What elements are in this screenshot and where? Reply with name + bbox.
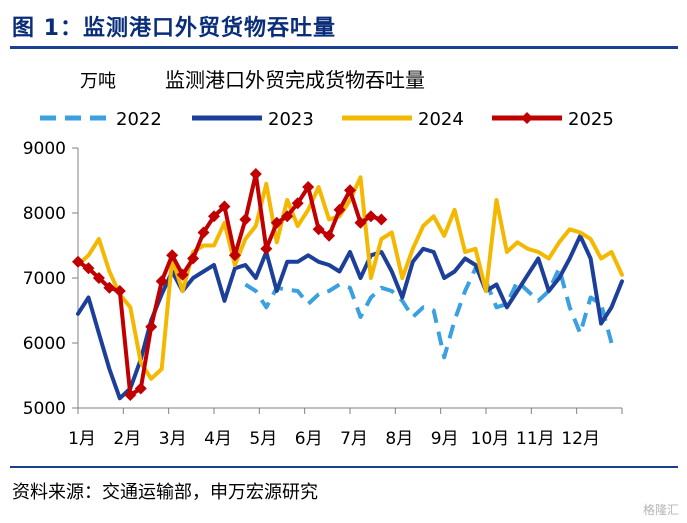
- data-point-2025: [103, 281, 116, 294]
- unit-label: 万吨: [80, 71, 116, 92]
- data-point-2025: [323, 229, 336, 242]
- series-layer: [72, 168, 624, 401]
- data-point-2025: [281, 210, 294, 223]
- legend-label-2025: 2025: [568, 109, 614, 130]
- data-point-2025: [312, 223, 325, 236]
- x-tick-label: 9月: [431, 429, 459, 449]
- x-tick-label: 1月: [68, 429, 96, 449]
- chart-title: 监测港口外贸完成货物吞吐量: [165, 68, 425, 92]
- data-point-2025: [72, 255, 84, 268]
- title-rule: [10, 46, 678, 49]
- data-point-2025: [333, 203, 346, 216]
- data-point-2025: [155, 275, 168, 288]
- y-tick-label: 9000: [23, 139, 66, 159]
- y-tick-label: 6000: [23, 334, 66, 354]
- legend-label-2022: 2022: [116, 109, 162, 130]
- series-line-2024: [76, 175, 624, 381]
- series-line-2025: [76, 172, 384, 397]
- x-tick-label: 3月: [159, 429, 187, 449]
- source-rule: [10, 466, 678, 468]
- x-tick-label: 7月: [340, 429, 368, 449]
- data-point-2025: [260, 242, 273, 255]
- x-tick-label: 8月: [385, 429, 413, 449]
- y-tick-label: 8000: [23, 204, 66, 224]
- data-point-2025: [145, 320, 158, 333]
- source-note: 资料来源：交通运输部，申万宏源研究: [12, 482, 318, 503]
- legend-marker-2025: [521, 112, 533, 124]
- legend: 2022 2023 2024 2025: [40, 109, 614, 130]
- data-point-2025: [134, 382, 147, 395]
- data-point-2025: [166, 249, 179, 262]
- x-tick-label: 4月: [204, 429, 232, 449]
- data-point-2025: [228, 249, 241, 262]
- data-point-2025: [124, 389, 137, 401]
- y-tick-label: 7000: [23, 269, 66, 289]
- data-point-2025: [302, 181, 315, 193]
- data-point-2025: [270, 216, 283, 229]
- chart: 万吨 监测港口外贸完成货物吞吐量 2022 2023 2024 2025 5000 60…: [23, 68, 624, 449]
- watermark: 格隆汇: [642, 503, 679, 517]
- data-point-2025: [344, 184, 356, 197]
- data-point-2025: [218, 200, 231, 213]
- data-point-2025: [364, 210, 377, 223]
- data-point-2025: [375, 213, 388, 226]
- data-point-2025: [239, 213, 252, 226]
- x-tick-label: 6月: [295, 429, 323, 449]
- x-tick-label: 5月: [249, 429, 277, 449]
- data-point-2025: [113, 285, 126, 297]
- x-tick-label: 10月: [471, 429, 510, 449]
- figure-title: 图 1：监测港口外贸货物吞吐量: [12, 16, 336, 41]
- data-point-2025: [92, 272, 105, 284]
- data-point-2025: [176, 268, 189, 281]
- data-point-2025: [187, 252, 200, 265]
- data-point-2025: [208, 210, 220, 223]
- legend-label-2024: 2024: [418, 109, 464, 130]
- data-point-2025: [197, 226, 210, 239]
- data-point-2025: [354, 216, 367, 229]
- data-point-2025: [82, 262, 95, 275]
- legend-label-2023: 2023: [268, 109, 314, 130]
- x-tick-label: 2月: [113, 429, 141, 449]
- data-point-2025: [249, 168, 262, 180]
- series-line-2023: [76, 233, 624, 401]
- axes: 5000 6000 7000 8000 9000 1月 2月 3月 4月 5月 6月 7月 8月 9月 10…: [23, 139, 623, 449]
- y-tick-label: 5000: [23, 399, 66, 419]
- data-point-2025: [291, 197, 304, 210]
- x-tick-label: 11月: [516, 429, 555, 449]
- x-tick-label: 12月: [561, 429, 600, 449]
